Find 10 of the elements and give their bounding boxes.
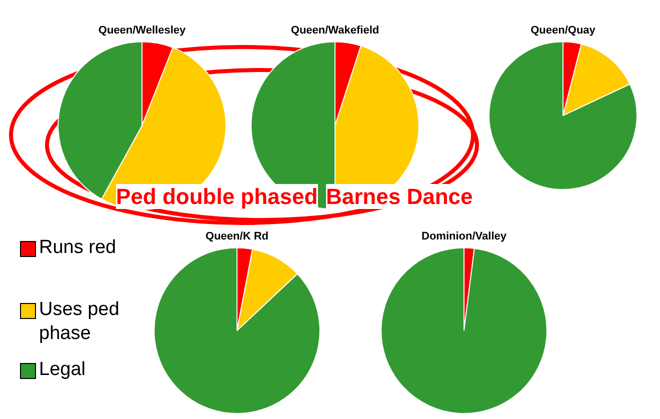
legend-label: Runs red (39, 236, 116, 260)
legend-label: Uses ped phase (39, 298, 120, 346)
chart-title: Queen/Quay (530, 24, 596, 37)
chart-title: Queen/Wellesley (98, 24, 186, 37)
text: Ped double phased (116, 184, 318, 209)
chart-title: Queen/K Rd (206, 230, 268, 243)
legend-label: Legal (39, 358, 86, 382)
text: Barnes Dance (326, 184, 473, 209)
chart-title: Dominion/Valley (422, 230, 508, 243)
chart-title: Queen/Wakefield (290, 24, 380, 37)
